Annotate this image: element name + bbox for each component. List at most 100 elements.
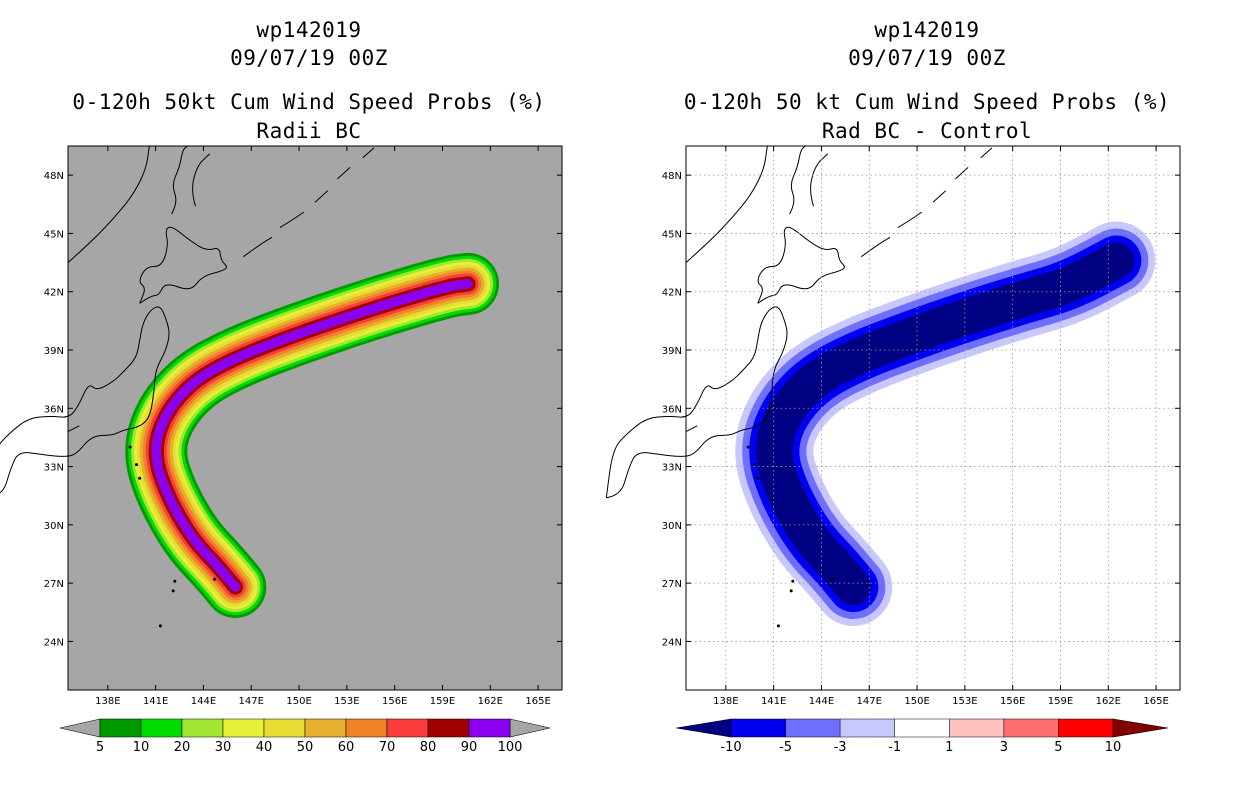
coast-segment bbox=[336, 167, 351, 180]
colorbar-swatch bbox=[785, 718, 841, 738]
y-tick-label: 42N bbox=[662, 288, 682, 299]
colorbar: 5 10 20 30 40 50 60 70 80 90 100 bbox=[59, 718, 551, 755]
colorbar-label: 5 bbox=[1054, 740, 1062, 755]
y-tick-label: 39N bbox=[662, 346, 682, 357]
axes: 138E 141E 144E 147E 150E 153E 156E 159E 162E 165E… bbox=[662, 145, 1181, 707]
axes: 138E 141E 144E 147E 150E 153E 156E 159E 162E 165E… bbox=[44, 145, 563, 707]
map-frame bbox=[685, 145, 1181, 691]
colorbar-label: 3 bbox=[1000, 740, 1008, 755]
coast-segment bbox=[980, 147, 993, 159]
colorbar-swatch bbox=[345, 718, 388, 738]
island-dot bbox=[831, 577, 835, 581]
y-tick-label: 48N bbox=[662, 171, 682, 182]
colorbar-swatch bbox=[839, 718, 895, 738]
island-dot bbox=[213, 577, 217, 581]
date-left: 09/07/19 00Z bbox=[230, 46, 388, 70]
colorbar-label: -5 bbox=[779, 740, 792, 755]
colorbar-label: 50 bbox=[297, 740, 314, 755]
colorbar-label: 1 bbox=[945, 740, 953, 755]
coast-segment bbox=[171, 145, 188, 215]
island-dot bbox=[158, 624, 162, 628]
colorbar-swatch bbox=[222, 718, 265, 738]
coast-segment bbox=[314, 190, 329, 203]
x-tick-label: 156E bbox=[382, 696, 407, 707]
y-tick-label: 27N bbox=[44, 579, 64, 590]
colorbar-low-arrow bbox=[675, 718, 732, 738]
island-dot bbox=[789, 589, 793, 593]
storm-id-left: wp142019 bbox=[256, 18, 362, 42]
probability-map-left: 138E 141E 144E 147E 150E 153E 156E 159E 162E 165E… bbox=[0, 145, 563, 755]
colorbar-swatch bbox=[181, 718, 224, 738]
coast-segment bbox=[279, 211, 305, 229]
y-tick-label: 45N bbox=[662, 229, 682, 240]
colorbar-swatch bbox=[1058, 718, 1114, 738]
x-tick-label: 147E bbox=[857, 696, 882, 707]
coast-segment bbox=[605, 306, 788, 499]
colorbar-label: -3 bbox=[834, 740, 847, 755]
chart-title-left: 0-120h 50kt Cum Wind Speed Probs (%) bbox=[72, 90, 546, 114]
y-tick-label: 42N bbox=[44, 288, 64, 299]
island-dot bbox=[138, 476, 142, 480]
colorbar-swatch bbox=[304, 718, 347, 738]
colorbar-label: -10 bbox=[720, 740, 741, 755]
map-frame bbox=[67, 145, 563, 691]
x-tick-label: 165E bbox=[525, 696, 550, 707]
colorbar-high-arrow bbox=[509, 718, 551, 738]
colorbar-swatch bbox=[263, 718, 306, 738]
y-tick-label: 30N bbox=[44, 521, 64, 532]
x-tick-label: 165E bbox=[1143, 696, 1168, 707]
band-level-10 bbox=[151, 279, 473, 592]
x-tick-label: 153E bbox=[952, 696, 977, 707]
y-tick-label: 36N bbox=[44, 404, 64, 415]
colorbar-swatch bbox=[468, 718, 511, 738]
island-dot bbox=[791, 579, 795, 583]
chart-subtitle-left: Radii BC bbox=[256, 119, 362, 143]
coastline bbox=[605, 145, 993, 628]
colorbar-swatch bbox=[386, 718, 429, 738]
colorbar-swatch bbox=[427, 718, 470, 738]
colorbar-label: 5 bbox=[96, 740, 104, 755]
colorbar-label: 20 bbox=[174, 740, 191, 755]
colorbar-label: 90 bbox=[461, 740, 478, 755]
coast-segment bbox=[685, 425, 698, 433]
x-tick-label: 153E bbox=[334, 696, 359, 707]
coast-segment bbox=[685, 145, 768, 263]
x-tick-label: 159E bbox=[1048, 696, 1073, 707]
y-tick-label: 24N bbox=[662, 637, 682, 648]
y-tick-label: 48N bbox=[44, 171, 64, 182]
coast-segment bbox=[897, 211, 923, 229]
x-tick-label: 138E bbox=[95, 696, 120, 707]
island-dot bbox=[135, 463, 138, 467]
coast-segment bbox=[0, 306, 170, 494]
storm-id-right: wp142019 bbox=[874, 18, 980, 42]
y-tick-label: 27N bbox=[662, 579, 682, 590]
band-level-5 bbox=[763, 249, 1128, 599]
colorbar-swatch bbox=[140, 718, 183, 738]
colorbar: -10 -5 -3 -1 1 3 5 10 bbox=[675, 718, 1169, 755]
colorbar-swatch bbox=[894, 718, 950, 738]
x-tick-label: 159E bbox=[430, 696, 455, 707]
coast-segment bbox=[954, 167, 969, 180]
x-tick-label: 141E bbox=[761, 696, 786, 707]
colorbar-label: 30 bbox=[215, 740, 232, 755]
island-dot bbox=[756, 476, 760, 480]
island-dot bbox=[173, 579, 177, 583]
y-tick-label: 36N bbox=[662, 404, 682, 415]
coast-segment bbox=[789, 145, 806, 215]
x-tick-label: 162E bbox=[478, 696, 503, 707]
colorbar-swatch bbox=[949, 718, 1005, 738]
probability-bands bbox=[125, 252, 499, 618]
colorbar-low-arrow bbox=[59, 718, 101, 738]
colorbar-label: 80 bbox=[420, 740, 437, 755]
y-tick-label: 33N bbox=[662, 463, 682, 474]
colorbar-label: 60 bbox=[338, 740, 355, 755]
coast-segment bbox=[757, 226, 845, 304]
coast-segment bbox=[67, 145, 150, 263]
x-tick-label: 144E bbox=[191, 696, 216, 707]
x-tick-label: 141E bbox=[143, 696, 168, 707]
colorbar-swatch bbox=[1003, 718, 1059, 738]
date-right: 09/07/19 00Z bbox=[848, 46, 1006, 70]
x-tick-label: 150E bbox=[286, 696, 311, 707]
coast-segment bbox=[139, 226, 227, 304]
right-panel: wp142019 09/07/19 00Z 0-120h 50 kt Cum W… bbox=[605, 0, 1236, 800]
